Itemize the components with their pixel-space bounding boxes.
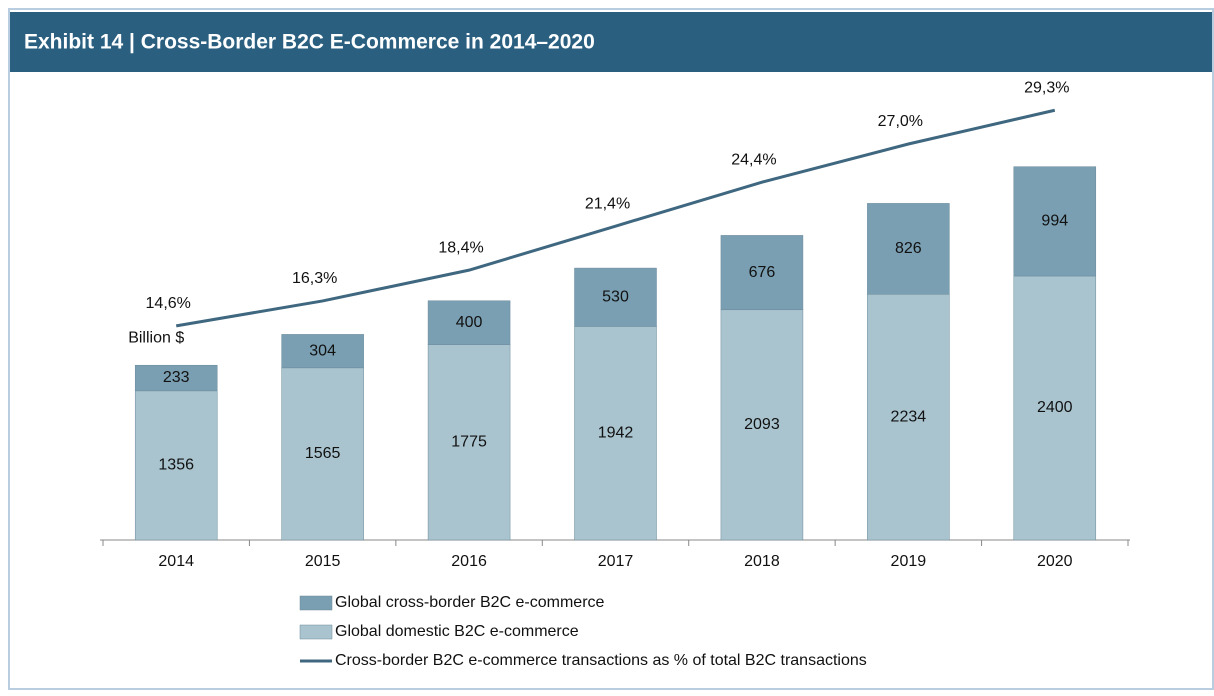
bar-segment [281,367,364,541]
x-tick-label: 2018 [744,553,780,570]
x-tick-label: 2017 [598,553,634,570]
legend-swatch [299,595,333,611]
x-tick-label: 2015 [305,553,341,570]
bar-segment [427,300,511,345]
legend-label: Cross-border B2C e-commerce transactions… [335,652,867,669]
data-label: 1565 [305,445,341,462]
bar-segment [574,326,657,541]
data-label: 1775 [451,434,487,451]
bar-segment [867,203,950,295]
annotation: Billion $ [128,329,184,346]
x-tick-label: 2019 [891,553,927,570]
line-label: 16,3% [292,270,337,287]
legend-label: Global cross-border B2C e-commerce [335,594,605,611]
bar-segment [720,235,804,311]
data-label: 2093 [744,416,780,433]
bar-segment [134,364,218,392]
bar-segment [1013,275,1097,541]
bar-segment [720,309,804,541]
data-label: 826 [895,240,922,257]
line-label: 18,4% [438,239,483,256]
data-label: 1942 [598,424,634,441]
page-border [8,8,1214,690]
data-label: 304 [309,342,336,359]
bar-segment [574,267,657,327]
data-label: 994 [1041,213,1068,230]
line-label: 27,0% [878,113,923,130]
legend-swatch [299,624,333,640]
data-label: 2400 [1037,399,1073,416]
line-label: 21,4% [585,195,630,212]
line [175,108,1056,328]
bar-segment [1013,166,1097,277]
line-label: 14,6% [146,295,191,312]
bar-segment [281,334,364,369]
bar-segment [427,344,511,541]
data-label: 676 [749,264,776,281]
data-label: 233 [163,369,190,386]
x-tick-label: 2016 [451,553,487,570]
line-label: 24,4% [731,151,776,168]
data-label: 400 [456,314,483,331]
data-label: 1356 [158,457,194,474]
header-bar [10,12,1212,72]
line-label: 29,3% [1024,79,1069,96]
x-tick-label: 2014 [158,553,194,570]
legend-label: Global domestic B2C e-commerce [335,623,579,640]
data-label: 2234 [891,408,927,425]
bar-segment [134,390,218,541]
data-label: 530 [602,288,629,305]
chart-title: Exhibit 14 | Cross-Border B2C E-Commerce… [24,31,595,54]
x-tick-label: 2020 [1037,553,1073,570]
